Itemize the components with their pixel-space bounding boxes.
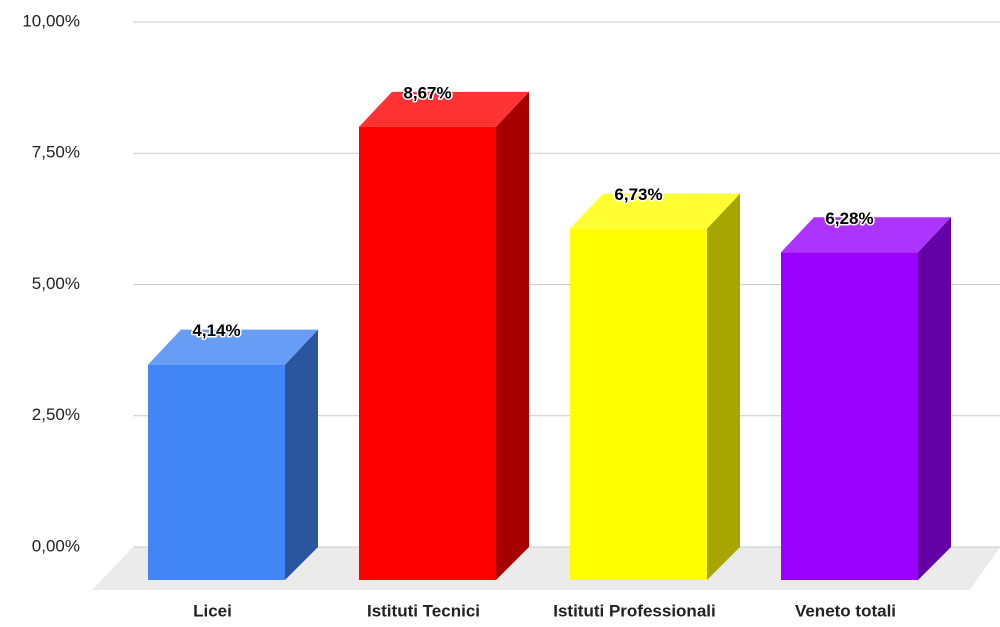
bar-top — [781, 217, 951, 253]
bar-side — [496, 91, 529, 580]
x-tick-label: Istituti Tecnici — [367, 601, 480, 620]
x-tick-label: Licei — [193, 601, 232, 620]
bar-top — [359, 91, 529, 127]
bar — [781, 252, 918, 581]
value-label: 8,67% — [403, 83, 451, 102]
bar — [148, 364, 285, 580]
value-label: 6,28% — [825, 209, 873, 228]
y-tick-label: 2,50% — [32, 405, 80, 424]
bar-top — [148, 329, 318, 365]
bar-side — [918, 217, 951, 581]
bar-top — [570, 193, 740, 229]
bar-side — [707, 193, 740, 581]
bar — [359, 126, 496, 580]
y-tick-label: 7,50% — [32, 143, 80, 162]
x-tick-label: Veneto totali — [795, 601, 896, 620]
value-label: 6,73% — [614, 185, 662, 204]
x-tick-label: Istituti Professionali — [553, 601, 715, 620]
y-tick-label: 0,00% — [32, 536, 80, 555]
value-label: 4,14% — [192, 321, 240, 340]
bar — [570, 228, 707, 581]
floor — [92, 547, 1000, 590]
y-tick-label: 5,00% — [32, 274, 80, 293]
bar-side — [285, 329, 318, 580]
y-tick-label: 10,00% — [22, 11, 80, 30]
